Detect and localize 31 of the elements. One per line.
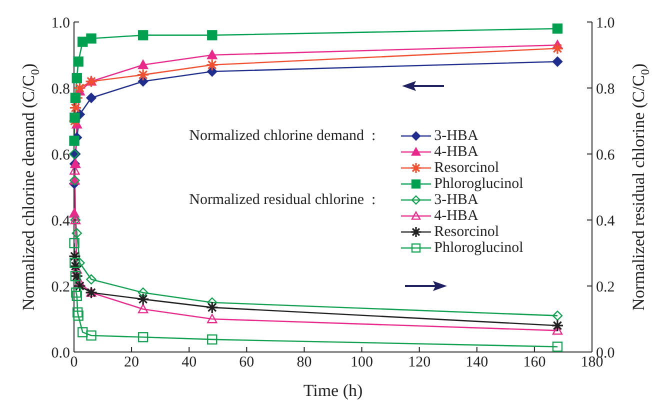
y2-tick-label: 0.4: [596, 213, 616, 230]
y-tick-label: 0.6: [51, 147, 70, 164]
legend-label: 4-HBA: [434, 208, 478, 224]
x-axis-title: Time (h): [303, 381, 363, 400]
legend-label: 3-HBA: [434, 192, 478, 208]
y-tick-label: 0.0: [51, 345, 70, 362]
annotation: Normalized chlorine demand :: [189, 128, 377, 146]
legend-label: Resorcinol: [434, 160, 500, 176]
x-tick-label: 40: [182, 354, 197, 371]
y-tick-label: 0.8: [51, 81, 70, 98]
x-tick-label: 80: [296, 354, 312, 371]
x-tick-label: 160: [523, 354, 546, 371]
y2-tick-label: 1.0: [596, 15, 615, 32]
y-tick-label: 0.4: [51, 213, 70, 230]
legend-label: Resorcinol: [434, 224, 500, 240]
x-tick-label: 140: [466, 354, 488, 371]
y2-tick-label: 0.2: [596, 279, 615, 296]
y-tick-label: 1.0: [51, 15, 70, 32]
legend-label: 4-HBA: [434, 144, 478, 160]
y2-tick-label: 0.8: [596, 81, 615, 98]
x-tick-label: 120: [408, 354, 431, 371]
x-tick-label: 20: [124, 354, 140, 371]
annotation: Normalized residual chlorine :: [189, 192, 377, 210]
x-tick-label: 0: [70, 354, 78, 371]
legend-label: 3-HBA: [434, 128, 478, 144]
x-tick-label: 100: [350, 354, 374, 371]
legend-label: Phloroglucinol: [434, 176, 524, 192]
y2-tick-label: 0.6: [596, 147, 616, 164]
legend-label: Phloroglucinol: [434, 240, 524, 256]
y-tick-label: 0.2: [51, 279, 70, 296]
x-tick-label: 60: [239, 354, 254, 371]
